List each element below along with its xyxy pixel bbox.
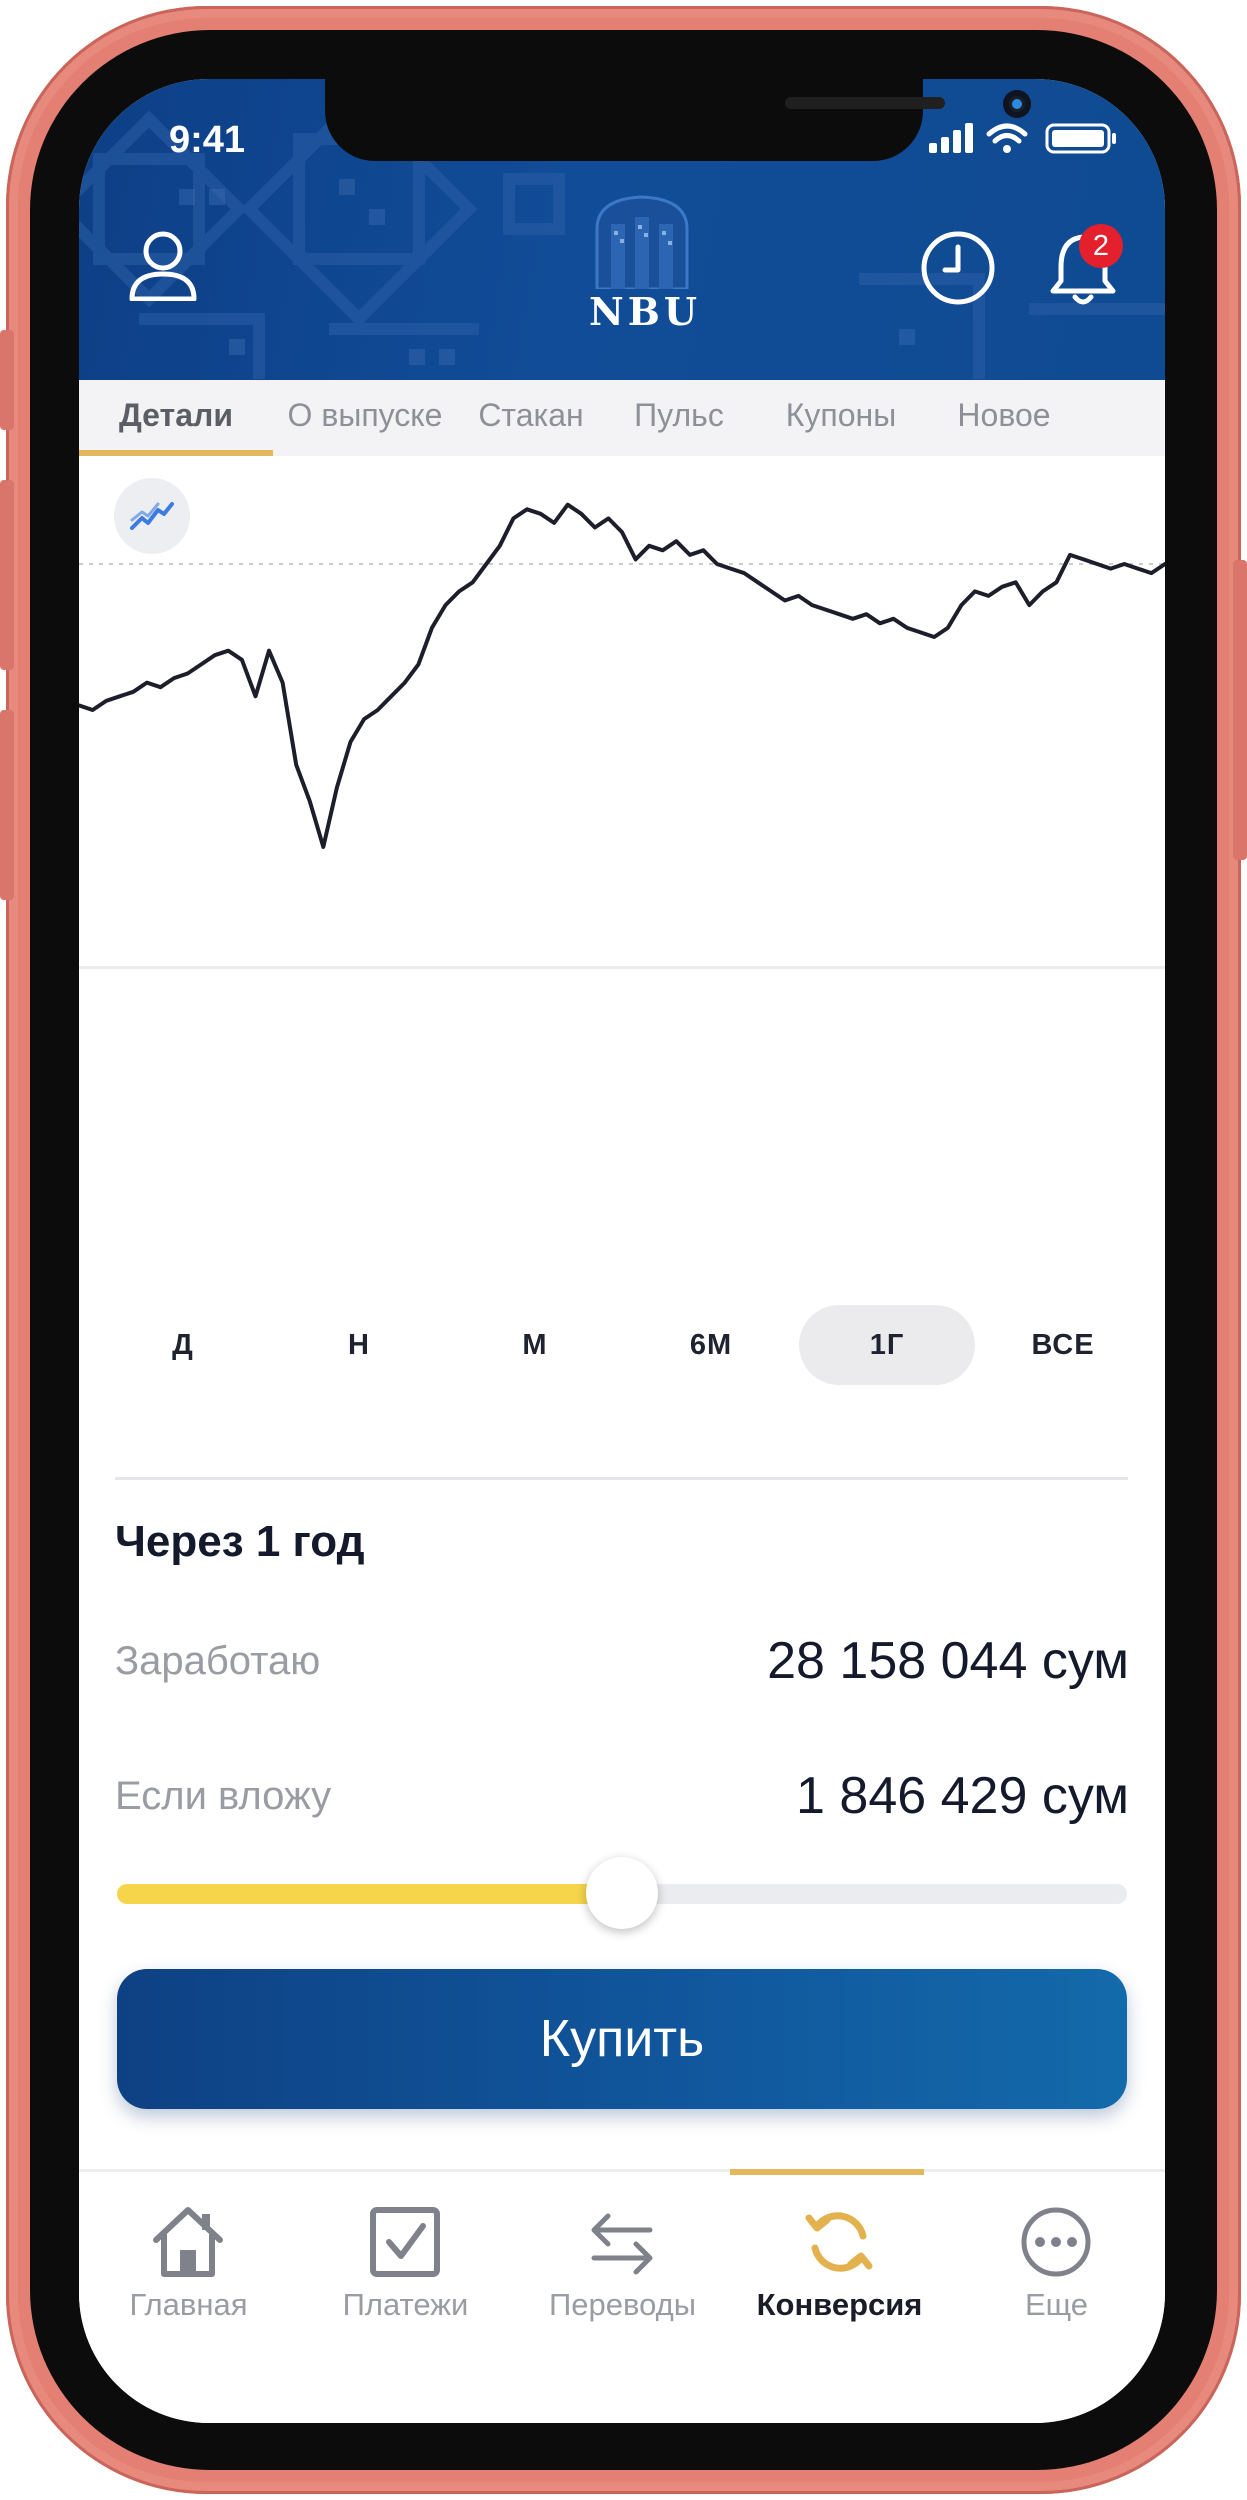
battery-icon [1045, 123, 1116, 154]
nav-conversion-label: Конверсия [756, 2287, 923, 2322]
period-6months-button[interactable]: 6М [689, 1329, 733, 1361]
nav-more[interactable]: Еще [948, 2172, 1165, 2352]
nav-transfers[interactable]: Переводы [514, 2172, 731, 2352]
logo-text: NBU [589, 289, 701, 334]
period-week-button[interactable]: Н [348, 1329, 370, 1361]
status-time: 9:41 [169, 119, 246, 161]
checkbox-icon [370, 2207, 440, 2277]
wifi-icon [986, 123, 1028, 144]
tab-about-issue[interactable]: О выпуске [287, 397, 443, 433]
nav-home[interactable]: Главная [80, 2172, 297, 2352]
conversion-icon [805, 2212, 873, 2272]
chart-divider [79, 966, 1165, 969]
bottom-navigation: Главная Платежи Переводы Конверсия [79, 2169, 1165, 2423]
price-chart [79, 456, 1165, 966]
buy-button[interactable]: Купить [117, 1969, 1127, 2109]
nav-payments-label: Платежи [342, 2287, 469, 2322]
phone-notch [325, 79, 1031, 161]
chart-series-line [79, 502, 1165, 849]
app-screen: 9:41 [79, 79, 1165, 2423]
front-camera [1003, 90, 1031, 118]
forecast-title: Через 1 год [115, 1517, 365, 1566]
speaker-grille [785, 97, 945, 109]
home-icon [153, 2207, 223, 2277]
invest-value: 1 846 429 сум [796, 1767, 1129, 1825]
header-ornament-pattern [79, 90, 1165, 379]
active-tab-indicator [79, 450, 273, 456]
user-icon[interactable] [127, 229, 199, 301]
investment-slider-track[interactable] [117, 1884, 1127, 1904]
nbu-logo [589, 189, 695, 319]
investment-slider-fill [117, 1884, 622, 1904]
section-divider [115, 1477, 1128, 1480]
phone-side-button [0, 330, 14, 430]
earn-label: Заработаю [115, 1639, 321, 1683]
signal-icon [929, 123, 973, 153]
period-month-button[interactable]: М [522, 1329, 548, 1361]
nav-conversion[interactable]: Конверсия [731, 2172, 948, 2352]
nav-payments[interactable]: Платежи [297, 2172, 514, 2352]
chart-plot [79, 502, 1165, 849]
investment-slider-thumb[interactable] [586, 1857, 658, 1929]
transfer-arrows-icon [591, 2213, 653, 2275]
period-all-button[interactable]: ВСЕ [1031, 1329, 1095, 1361]
period-1year-button[interactable]: 1Г [799, 1305, 975, 1385]
status-indicators [929, 123, 1116, 154]
more-dots-icon [1021, 2207, 1091, 2277]
tab-bar: Детали О выпуске Стакан Пульс Купоны Нов… [79, 380, 1165, 456]
nav-transfers-label: Переводы [548, 2287, 697, 2322]
clock-icon[interactable] [919, 229, 997, 307]
tab-details[interactable]: Детали [118, 397, 234, 433]
nav-home-label: Главная [129, 2287, 248, 2322]
tab-order-book[interactable]: Стакан [478, 397, 584, 433]
tab-coupons[interactable]: Купоны [785, 397, 897, 433]
phone-side-button [0, 480, 14, 670]
phone-side-button [0, 710, 14, 900]
tab-pulse[interactable]: Пульс [634, 397, 724, 433]
nav-more-label: Еще [1024, 2287, 1089, 2322]
tab-news[interactable]: Новое [957, 397, 1051, 433]
notification-badge: 2 [1079, 224, 1123, 268]
trend-line-icon [130, 502, 174, 530]
earn-value: 28 158 044 сум [767, 1632, 1129, 1690]
app-header: 9:41 [79, 79, 1165, 380]
period-day-button[interactable]: Д [172, 1329, 194, 1361]
chart-type-button[interactable] [114, 478, 190, 554]
phone-side-button [1233, 560, 1247, 860]
active-nav-indicator [730, 2169, 924, 2175]
invest-label: Если вложу [115, 1774, 332, 1818]
